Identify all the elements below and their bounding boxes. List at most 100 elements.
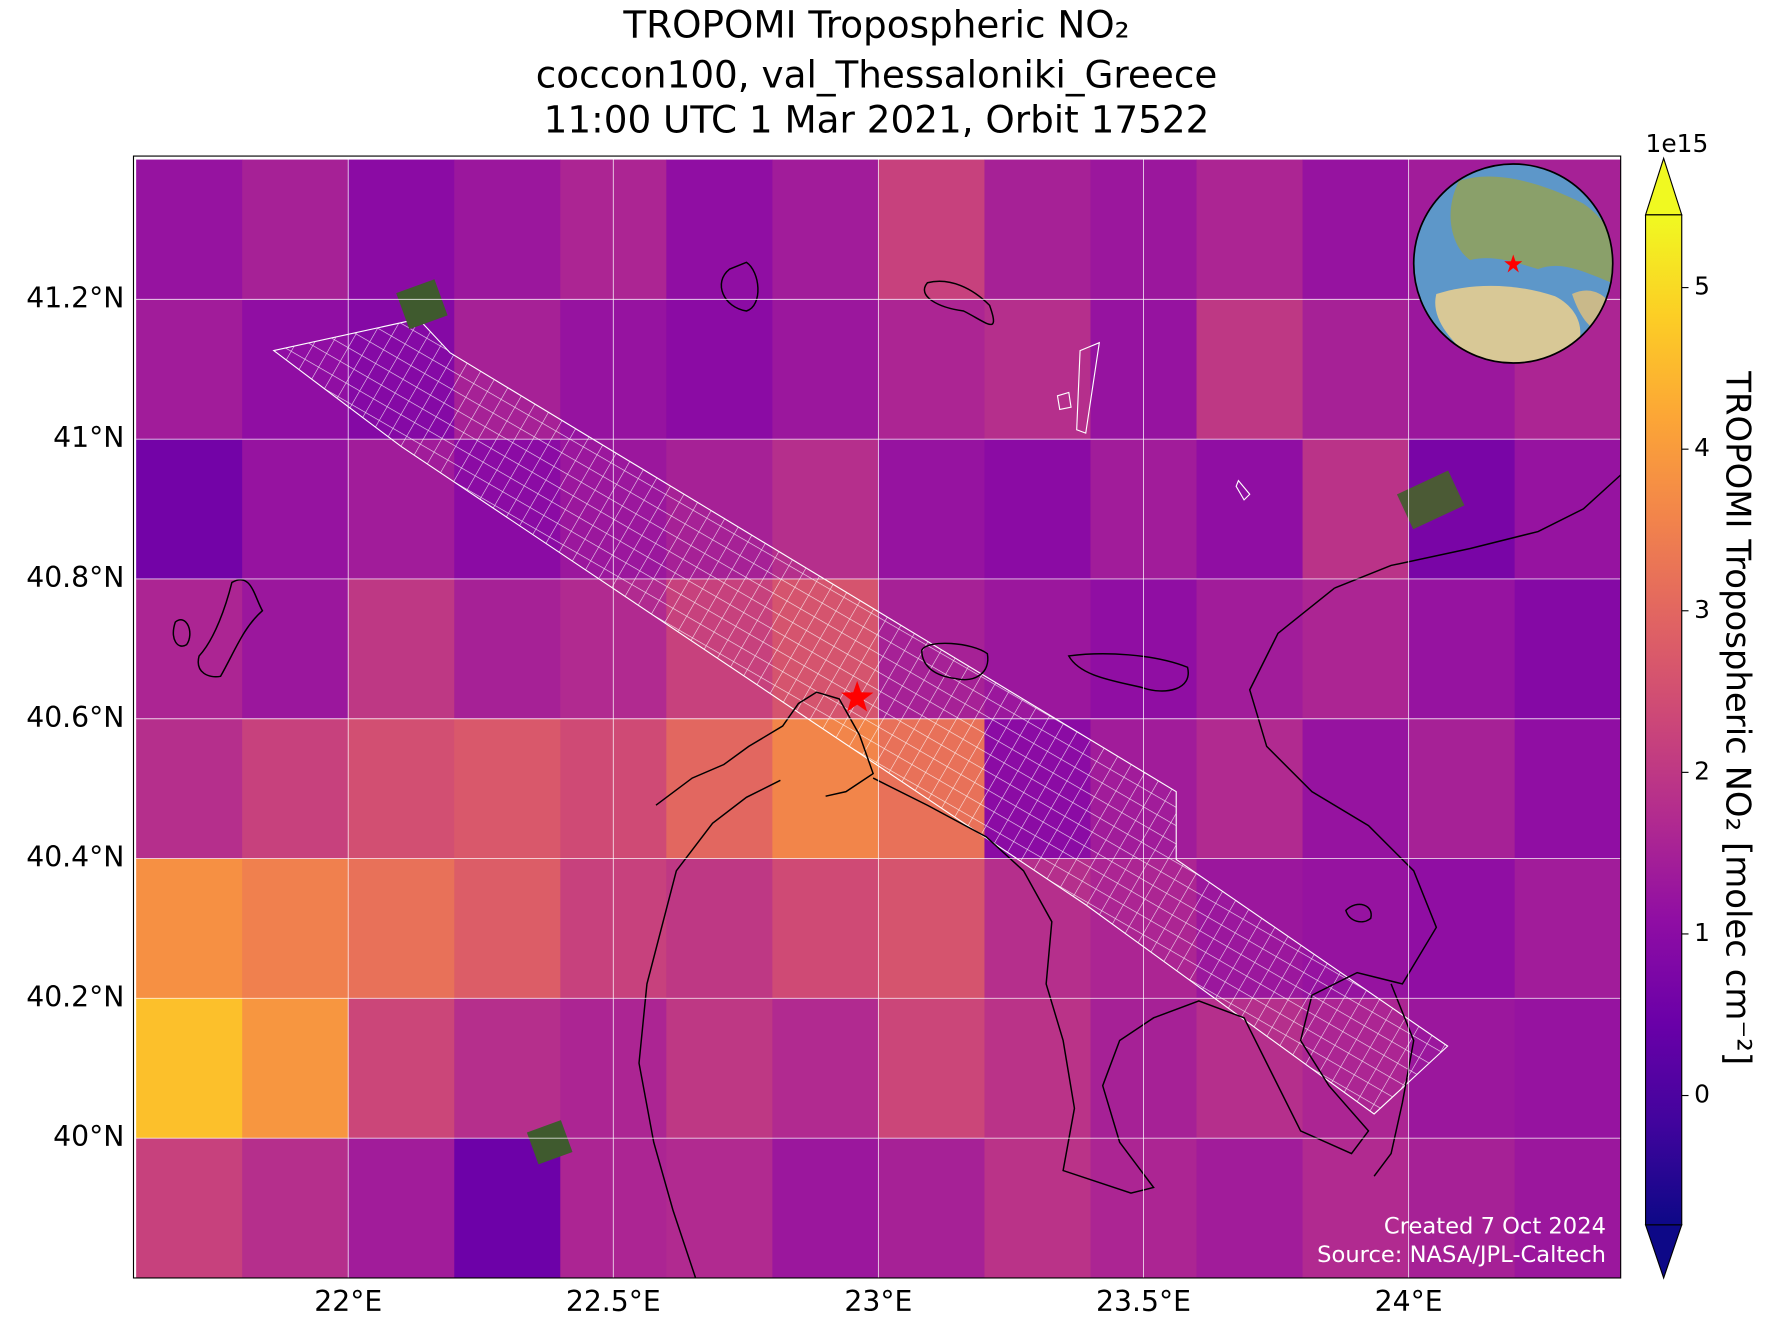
no2-cell <box>454 998 561 1139</box>
colorbar-tick-label: 3 <box>1694 595 1710 624</box>
y-tick-label: 40.6°N <box>26 701 124 734</box>
no2-cell <box>1196 159 1304 300</box>
no2-cell <box>1514 578 1621 720</box>
no2-cell <box>878 858 986 999</box>
no2-cell <box>666 299 773 440</box>
no2-cell <box>1514 858 1621 999</box>
no2-cell <box>1302 439 1410 580</box>
no2-cell <box>772 159 879 300</box>
no2-cell <box>1196 718 1304 860</box>
no2-cell <box>136 718 243 860</box>
no2-cell <box>348 998 455 1139</box>
globe-site-marker <box>1504 254 1523 273</box>
no2-cell <box>242 1138 349 1278</box>
no2-cell <box>666 858 773 999</box>
no2-cell <box>1196 299 1304 440</box>
no2-cell <box>454 159 561 300</box>
no2-cell <box>666 998 773 1139</box>
true-color-patch <box>526 1120 573 1165</box>
no2-cell <box>878 1138 986 1278</box>
no2-cell <box>136 998 243 1139</box>
title-line: 11:00 UTC 1 Mar 2021, Orbit 17522 <box>544 98 1210 142</box>
no2-cell <box>1302 578 1410 720</box>
no2-cell <box>136 439 243 580</box>
no2-cell <box>136 159 243 300</box>
no2-cell <box>348 858 455 999</box>
colorbar-exponent: 1e15 <box>1646 129 1709 158</box>
no2-cell <box>878 299 986 440</box>
no2-cell <box>772 299 879 440</box>
no2-cell <box>348 159 455 300</box>
x-tick-label: 24°E <box>1375 1285 1443 1318</box>
globe-land <box>1435 176 1613 364</box>
x-tick-label: 22°E <box>314 1285 382 1318</box>
no2-cell <box>1408 998 1516 1139</box>
no2-cell <box>242 858 349 999</box>
x-tick-label: 23°E <box>844 1285 912 1318</box>
no2-cell <box>984 299 1092 440</box>
colorbar-label: TROPOMI Tropospheric NO₂ [molec cm⁻²] <box>1719 370 1758 1065</box>
no2-cell <box>136 578 243 720</box>
no2-cell <box>1408 578 1516 720</box>
no2-cell <box>984 1138 1092 1278</box>
no2-cell <box>1514 1138 1621 1278</box>
no2-cell <box>666 718 773 860</box>
y-tick-label: 40.4°N <box>26 841 124 874</box>
no2-cell <box>1408 718 1516 860</box>
coastline <box>172 261 1621 1278</box>
credit: Created 7 Oct 2024 <box>1384 1214 1606 1240</box>
y-tick-label: 40.8°N <box>26 561 124 594</box>
graticule <box>133 156 1621 1278</box>
no2-cell <box>772 1138 879 1278</box>
footprint-fragment <box>1056 341 1251 501</box>
colorbar-tick-label: 1 <box>1694 918 1710 947</box>
no2-cell <box>878 998 986 1139</box>
map-frame <box>132 155 1622 1279</box>
credit: Source: NASA/JPL-Caltech <box>1317 1242 1606 1268</box>
no2-cell <box>772 858 879 999</box>
no2-cell <box>666 1138 773 1278</box>
colorbar-extend-max <box>1644 156 1683 216</box>
no2-cell <box>984 998 1092 1139</box>
no2-cell <box>454 858 561 999</box>
site-marker <box>841 680 874 712</box>
y-tick-label: 41°N <box>53 421 124 454</box>
no2-cell <box>878 439 986 580</box>
no2-cell <box>772 998 879 1139</box>
no2-cell <box>878 159 986 300</box>
title-line: TROPOMI Tropospheric NO₂ <box>622 3 1129 47</box>
no2-cell <box>242 998 349 1139</box>
no2-cell <box>242 439 349 580</box>
no2-cell <box>772 439 879 580</box>
no2-cell <box>1514 718 1621 860</box>
colorbar-tick-label: 2 <box>1694 756 1710 785</box>
no2-cell <box>1514 998 1621 1139</box>
no2-cell <box>454 718 561 860</box>
footprint-swath <box>272 318 1449 1115</box>
y-tick-label: 40.2°N <box>26 980 124 1013</box>
y-tick-label: 41.2°N <box>26 281 124 314</box>
no2-cell <box>242 578 349 720</box>
no2-cell <box>136 299 243 440</box>
no2-cell <box>136 858 243 999</box>
no2-cell <box>1196 1138 1304 1278</box>
no2-cell <box>454 578 561 720</box>
no2-cell <box>1302 159 1410 300</box>
no2-cell <box>242 718 349 860</box>
no2-cell <box>1302 718 1410 860</box>
colorbar-ramp <box>1644 214 1683 1226</box>
true-color-patch <box>1396 470 1465 530</box>
no2-cell <box>1196 578 1304 720</box>
no2-cell <box>136 1138 243 1278</box>
y-tick-label: 40°N <box>53 1120 124 1153</box>
no2-cell <box>1514 439 1621 580</box>
colorbar-tick-label: 0 <box>1694 1080 1710 1109</box>
x-tick-label: 23.5°E <box>1096 1285 1191 1318</box>
colorbar-extend-min <box>1644 1224 1683 1280</box>
no2-cell <box>1196 439 1304 580</box>
no2-cell <box>348 578 455 720</box>
no2-cell <box>984 159 1092 300</box>
title-line: coccon100, val_Thessaloniki_Greece <box>536 52 1218 96</box>
no2-cell <box>1302 1138 1410 1278</box>
